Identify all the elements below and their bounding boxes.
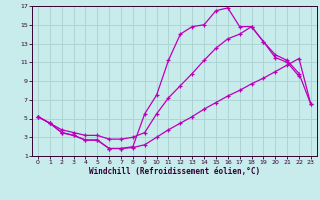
X-axis label: Windchill (Refroidissement éolien,°C): Windchill (Refroidissement éolien,°C) <box>89 167 260 176</box>
